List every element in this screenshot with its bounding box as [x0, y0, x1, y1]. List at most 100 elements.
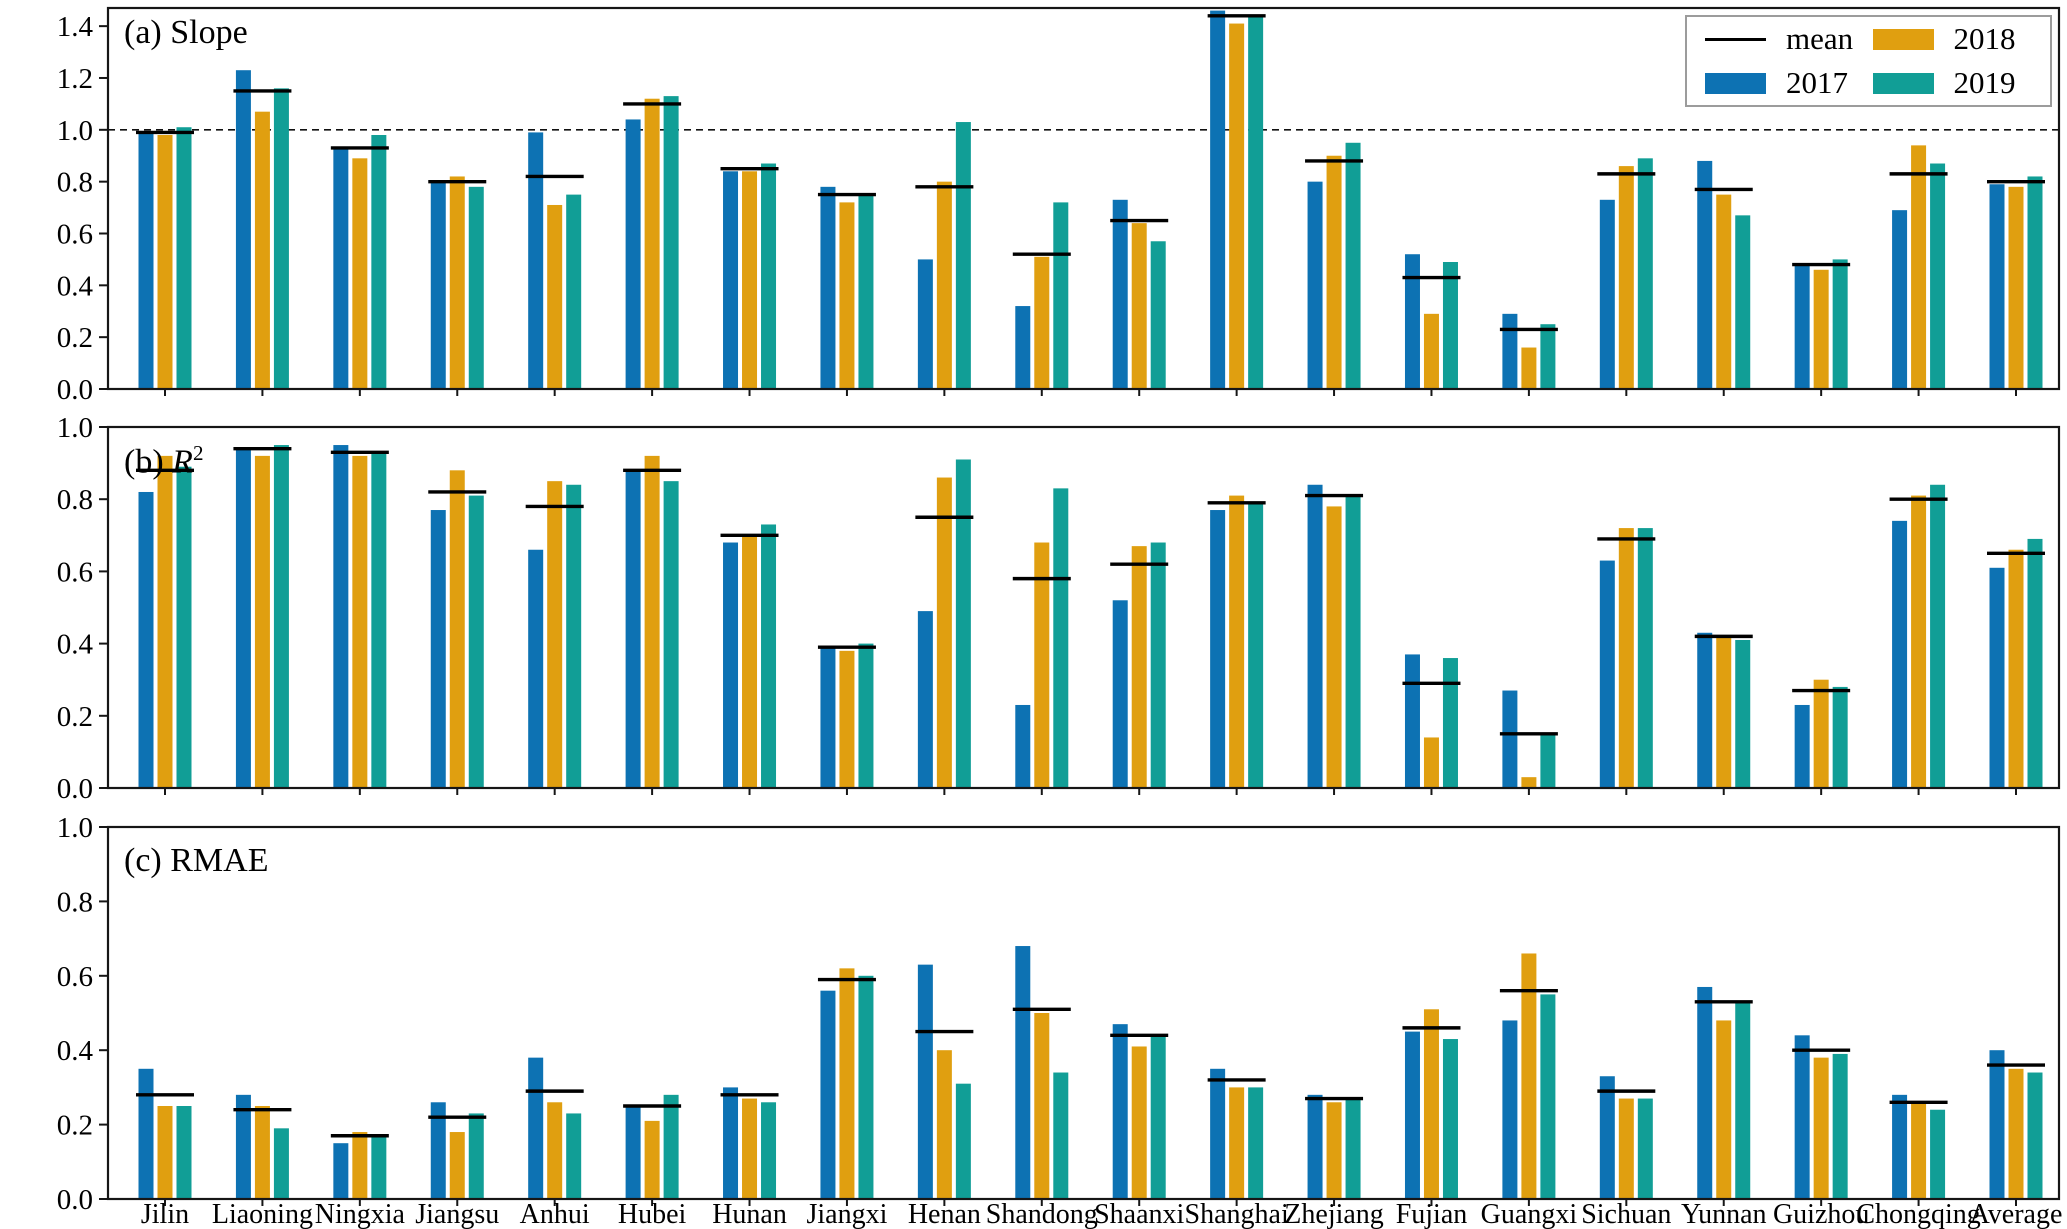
- bar-2017-Shaanxi: [1112, 600, 1128, 788]
- bar-2017-Shandong: [1015, 306, 1031, 389]
- bar-2017-Guangxi: [1502, 690, 1518, 788]
- bar-2017-Shandong: [1015, 704, 1031, 788]
- bar-2019-Jiangxi: [858, 643, 874, 788]
- bar-2017-Shanghai: [1210, 1068, 1226, 1199]
- bar-2018-Guizhou: [1813, 269, 1829, 389]
- bar-2018-Shaanxi: [1131, 1046, 1147, 1199]
- bar-2018-Guizhou: [1813, 1057, 1829, 1199]
- bar-2018-Jiangxi: [839, 650, 855, 788]
- bar-2019-Fujian: [1442, 262, 1458, 389]
- x-category-label: Shanghai: [1185, 1199, 1289, 1229]
- y-tick-label: 0.0: [57, 1184, 93, 1216]
- bar-2019-Zhejiang: [1345, 1098, 1361, 1199]
- bar-2019-Chongqing: [1930, 1109, 1946, 1199]
- y-tick-label: 0.2: [57, 1110, 93, 1142]
- bar-2018-Shanghai: [1229, 495, 1245, 788]
- bar-2019-Anhui: [566, 1113, 582, 1199]
- bar-2017-Jiangsu: [430, 510, 446, 788]
- bar-2018-Average: [2008, 186, 2024, 389]
- bar-2018-Shanghai: [1229, 23, 1245, 389]
- bar-2017-Jilin: [138, 491, 154, 788]
- y-tick-label: 0.6: [57, 961, 93, 993]
- bar-2019-Average: [2027, 1072, 2043, 1199]
- bar-2019-Chongqing: [1930, 163, 1946, 389]
- y-tick-label: 0.4: [57, 1035, 94, 1067]
- bar-2017-Ningxia: [333, 445, 349, 788]
- panel-b-frame: [106, 425, 2061, 790]
- bar-2018-Shaanxi: [1131, 546, 1147, 788]
- mean-line-symbol: [1705, 37, 1766, 41]
- y-tick-label: 0.6: [57, 556, 93, 588]
- bar-2017-Chongqing: [1892, 520, 1908, 788]
- bar-2019-Hubei: [663, 96, 679, 390]
- bar-2018-Ningxia: [352, 455, 368, 788]
- bar-2019-Jilin: [176, 466, 192, 788]
- bar-2017-Hunan: [723, 542, 739, 788]
- bar-2017-Guangxi: [1502, 313, 1518, 389]
- bar-2017-Jilin: [138, 132, 154, 390]
- bar-2019-Hunan: [761, 524, 777, 788]
- bar-2019-Jiangsu: [468, 186, 484, 389]
- y-tick-label: 1.0: [57, 115, 93, 147]
- y-tick-label: 0.0: [57, 374, 93, 406]
- y-tick-label: 0.2: [57, 701, 93, 733]
- bar-2019-Jiangsu: [468, 495, 484, 788]
- x-category-label: Jiangxi: [807, 1199, 888, 1229]
- bar-2018-Average: [2008, 1068, 2024, 1199]
- legend-item-2017: 2017: [1705, 65, 1873, 101]
- bar-2019-Liaoning: [273, 445, 289, 788]
- bar-2017-Jiangxi: [820, 647, 836, 788]
- bar-2019-Sichuan: [1637, 158, 1653, 389]
- bar-2018-Henan: [936, 477, 952, 788]
- bar-2019-Guangxi: [1540, 324, 1556, 389]
- bar-2017-Liaoning: [235, 70, 251, 390]
- x-category-label: Average: [1970, 1199, 2063, 1229]
- bar-2018-Shandong: [1034, 256, 1050, 389]
- legend-item-mean: mean: [1705, 21, 1873, 57]
- panel-c-title-prefix: (c): [124, 842, 171, 879]
- x-category-label: Guizhou: [1773, 1199, 1869, 1229]
- bar-2018-Chongqing: [1911, 495, 1927, 788]
- bar-2018-Hunan: [742, 171, 758, 389]
- bar-2019-Hunan: [761, 163, 777, 389]
- bar-2017-Zhejiang: [1307, 484, 1323, 788]
- bar-2018-Sichuan: [1618, 528, 1634, 788]
- bar-2018-Fujian: [1423, 1009, 1439, 1199]
- x-category-label: Yunnan: [1681, 1199, 1767, 1229]
- x-category-label: Henan: [908, 1199, 981, 1229]
- x-category-label: Hunan: [712, 1199, 787, 1229]
- y-tick-label: 1.0: [57, 412, 93, 444]
- bar-2018-Jiangsu: [449, 470, 465, 788]
- bar-2018-Jiangxi: [839, 202, 855, 389]
- bar-2017-Hubei: [625, 119, 641, 390]
- bar-2018-Fujian: [1423, 313, 1439, 389]
- bar-2017-Sichuan: [1599, 199, 1615, 389]
- bar-2018-Yunnan: [1716, 1020, 1732, 1199]
- x-category-label: Hubei: [618, 1199, 687, 1229]
- y-tick-label: 1.4: [57, 11, 94, 43]
- bar-2018-Jiangsu: [449, 1132, 465, 1199]
- bar-2019-Shaanxi: [1150, 241, 1166, 389]
- bar-2017-Guizhou: [1794, 704, 1810, 788]
- bar-2019-Shanghai: [1248, 1087, 1264, 1199]
- bar-2019-Yunnan: [1735, 639, 1751, 788]
- bar-2018-Jilin: [157, 455, 173, 788]
- swatch-2019: [1872, 72, 1934, 94]
- bar-2018-Guangxi: [1521, 347, 1537, 389]
- bar-2017-Shaanxi: [1112, 1024, 1128, 1199]
- bar-2017-Shaanxi: [1112, 199, 1128, 389]
- bar-2019-Ningxia: [371, 135, 387, 389]
- panel-a-frame: [106, 6, 2061, 391]
- bar-2019-Guangxi: [1540, 733, 1556, 788]
- bar-2017-Shanghai: [1210, 10, 1226, 390]
- x-category-label: Zhejiang: [1284, 1199, 1384, 1229]
- legend-item-2018: 2018: [1872, 21, 2041, 57]
- bar-2019-Zhejiang: [1345, 142, 1361, 389]
- legend-item-2019: 2019: [1872, 65, 2041, 101]
- bar-2017-Average: [1989, 567, 2005, 788]
- bar-2017-Average: [1989, 184, 2005, 389]
- bar-2019-Guangxi: [1540, 994, 1556, 1199]
- bar-2018-Guizhou: [1813, 679, 1829, 788]
- x-category-label: Fujian: [1396, 1199, 1468, 1229]
